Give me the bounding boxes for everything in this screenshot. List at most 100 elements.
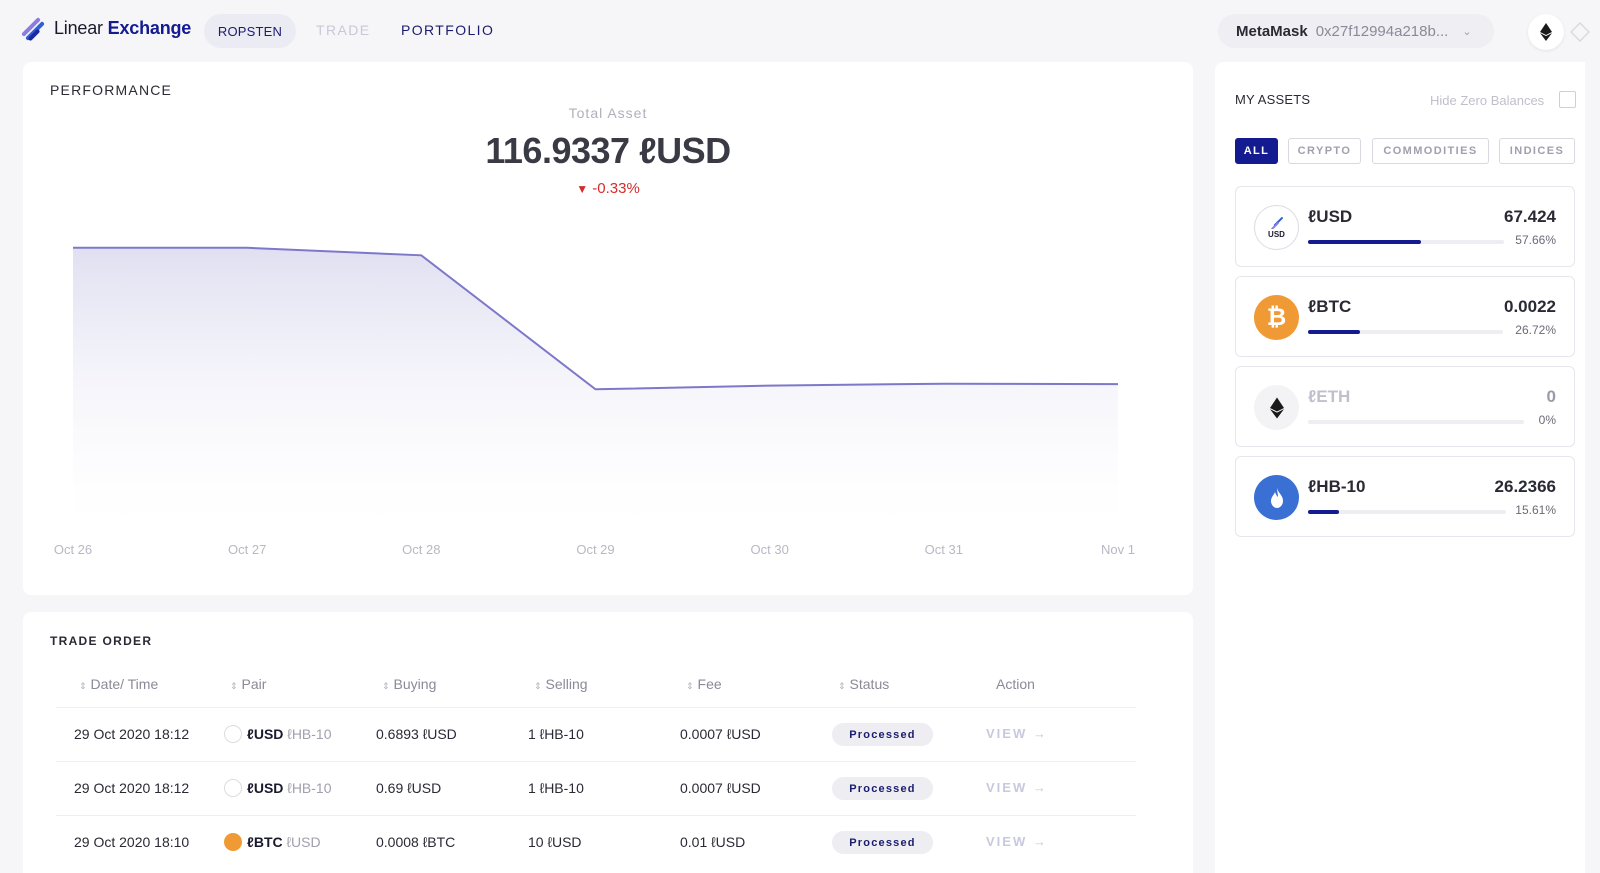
performance-card: PERFORMANCE Total Asset 116.9337 ℓUSD ▼ …	[23, 62, 1193, 595]
asset-percent: 57.66%	[1515, 233, 1556, 247]
status-badge: Processed	[832, 723, 933, 746]
filter-crypto[interactable]: CRYPTO	[1288, 138, 1361, 164]
chevron-down-icon: ⌄	[1462, 25, 1472, 38]
performance-title: PERFORMANCE	[50, 82, 173, 98]
trade-order-title: TRADE ORDER	[50, 634, 153, 648]
asset-amount: 0.0022	[1504, 297, 1556, 316]
asset-share-bar	[1308, 240, 1504, 244]
column-status[interactable]: ⇕ Status	[838, 676, 890, 692]
asset-name: ℓETH	[1308, 387, 1351, 406]
total-asset-change: ▼ -0.33%	[23, 180, 1193, 197]
arrow-right-icon: →	[1032, 834, 1048, 849]
view-button[interactable]: VIEW →	[986, 726, 1048, 741]
brand-logo[interactable]: Linear Exchange	[21, 17, 192, 42]
table-row: 29 Oct 2020 18:12 ℓUSD ℓHB-10 0.69 ℓUSD …	[56, 761, 1136, 815]
row-fee: 0.0007 ℓUSD	[680, 780, 761, 796]
chart-series-line	[73, 246, 1119, 391]
row-selling: 1 ℓHB-10	[528, 726, 584, 742]
brand-name: Linear Exchange	[54, 17, 192, 38]
row-fee: 0.0007 ℓUSD	[680, 726, 761, 742]
my-assets-title: MY ASSETS	[1235, 92, 1311, 107]
huobi-flame-icon	[1254, 475, 1299, 520]
my-assets-panel: MY ASSETS Hide Zero Balances ALL CRYPTO …	[1215, 62, 1585, 873]
asset-share-fill	[1308, 510, 1339, 514]
row-pair: ℓUSD ℓHB-10	[224, 725, 332, 744]
row-pair: ℓBTC ℓUSD	[224, 833, 321, 852]
usd-icon: USD	[1254, 205, 1299, 250]
usd-icon	[224, 725, 242, 744]
row-selling: 1 ℓHB-10	[528, 780, 584, 796]
asset-percent: 15.61%	[1515, 503, 1556, 517]
status-badge: Processed	[832, 777, 933, 800]
filter-commodities[interactable]: COMMODITIES	[1372, 138, 1489, 164]
filter-indices[interactable]: INDICES	[1499, 138, 1575, 164]
nav-trade[interactable]: TRADE	[316, 22, 371, 38]
asset-amount: 26.2366	[1494, 477, 1556, 496]
asset-amount: 67.424	[1504, 207, 1556, 226]
status-badge: Processed	[832, 831, 933, 854]
row-selling: 10 ℓUSD	[528, 834, 582, 850]
total-asset-value: 116.9337 ℓUSD	[485, 130, 731, 171]
usd-icon	[224, 779, 242, 798]
sort-icon: ⇕	[686, 681, 694, 691]
nav-portfolio[interactable]: PORTFOLIO	[401, 22, 495, 38]
trade-order-card: TRADE ORDER ⇕ Date/ Time ⇕ Pair ⇕ Buying ⇕ S…	[23, 612, 1193, 873]
column-selling[interactable]: ⇕ Selling	[534, 676, 588, 692]
wallet-name: MetaMask	[1236, 22, 1308, 40]
asset-share-bar	[1308, 510, 1506, 514]
row-date: 29 Oct 2020 18:10	[74, 834, 190, 850]
network-switch-button[interactable]	[1528, 14, 1564, 50]
asset-card-eth[interactable]: ℓETH 0 0%	[1235, 366, 1575, 447]
ethereum-icon	[1254, 385, 1299, 430]
table-row: 29 Oct 2020 18:10 ℓBTC ℓUSD 0.0008 ℓBTC …	[56, 815, 1136, 869]
arrow-right-icon: →	[1032, 780, 1048, 795]
row-date: 29 Oct 2020 18:12	[74, 780, 190, 796]
row-fee: 0.01 ℓUSD	[680, 834, 746, 850]
hide-zero-checkbox[interactable]	[1559, 91, 1576, 108]
diamond-icon	[1570, 22, 1590, 42]
view-button[interactable]: VIEW →	[986, 780, 1048, 795]
x-tick-label: Oct 28	[402, 542, 440, 557]
x-tick-label: Oct 27	[228, 542, 266, 557]
ethereum-icon	[1540, 23, 1552, 41]
row-buying: 0.6893 ℓUSD	[376, 726, 457, 742]
column-date[interactable]: ⇕ Date/ Time	[79, 676, 159, 692]
hide-zero-label: Hide Zero Balances	[1430, 93, 1545, 108]
asset-share-bar	[1308, 330, 1503, 334]
x-tick-label: Oct 29	[576, 542, 614, 557]
column-pair[interactable]: ⇕ Pair	[230, 676, 267, 692]
change-value: -0.33%	[592, 180, 640, 197]
network-pill[interactable]: ROPSTEN	[204, 14, 296, 48]
column-buying[interactable]: ⇕ Buying	[382, 676, 437, 692]
asset-percent: 26.72%	[1515, 323, 1556, 337]
x-tick-label: Oct 31	[925, 542, 963, 557]
asset-share-bar	[1308, 420, 1524, 424]
table-header: ⇕ Date/ Time ⇕ Pair ⇕ Buying ⇕ Selling ⇕ Fee …	[56, 676, 1136, 706]
asset-share-fill	[1308, 240, 1421, 244]
row-date: 29 Oct 2020 18:12	[74, 726, 190, 742]
asset-card-hb10[interactable]: ℓHB-10 26.2366 15.61%	[1235, 456, 1575, 537]
asset-name: ℓHB-10	[1308, 477, 1366, 496]
row-buying: 0.69 ℓUSD	[376, 780, 442, 796]
sort-icon: ⇕	[838, 681, 846, 691]
x-tick-label: Nov 1	[1101, 542, 1135, 557]
total-asset-label: Total Asset	[568, 105, 648, 121]
asset-percent: 0%	[1538, 413, 1556, 427]
bitcoin-icon	[224, 833, 242, 852]
view-button[interactable]: VIEW →	[986, 834, 1048, 849]
asset-card-usd[interactable]: USD ℓUSD 67.424 57.66%	[1235, 186, 1575, 267]
sort-icon: ⇕	[230, 681, 238, 691]
asset-share-fill	[1308, 330, 1361, 334]
wallet-selector[interactable]: MetaMask 0x27f12994a218b... ⌄	[1218, 14, 1494, 48]
wallet-address: 0x27f12994a218b...	[1315, 22, 1449, 40]
sort-icon: ⇕	[534, 681, 542, 691]
column-fee[interactable]: ⇕ Fee	[686, 676, 722, 692]
top-bar: Linear Exchange ROPSTEN TRADE PORTFOLIO …	[0, 0, 1600, 62]
row-buying: 0.0008 ℓBTC	[376, 834, 456, 850]
linear-logo-icon	[21, 17, 45, 42]
column-action: Action	[996, 676, 1035, 692]
filter-all[interactable]: ALL	[1235, 138, 1278, 164]
arrow-right-icon: →	[1032, 726, 1048, 741]
asset-card-btc[interactable]: ₿ ℓBTC 0.0022 26.72%	[1235, 276, 1575, 357]
x-tick-label: Oct 30	[751, 542, 789, 557]
